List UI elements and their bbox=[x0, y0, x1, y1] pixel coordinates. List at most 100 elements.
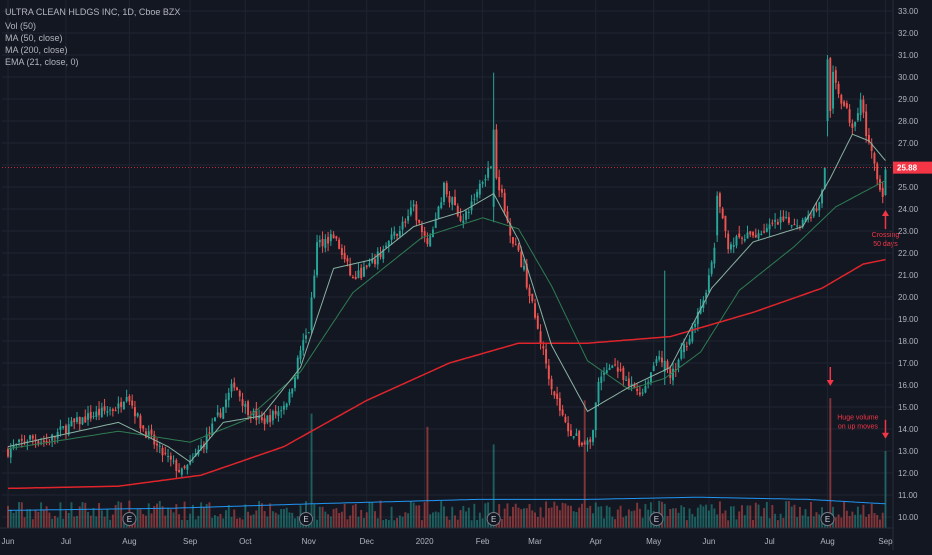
volume-bar bbox=[183, 501, 186, 528]
candle-body bbox=[147, 431, 150, 437]
volume-bar bbox=[459, 510, 462, 528]
volume-bar bbox=[589, 505, 592, 528]
candle-body bbox=[244, 404, 247, 407]
candle-body bbox=[423, 231, 426, 236]
candle-body bbox=[713, 247, 716, 264]
x-tick-label: Jun bbox=[702, 537, 715, 546]
candle-body bbox=[412, 204, 415, 207]
legend-volume[interactable]: Vol (50) bbox=[5, 21, 37, 31]
candle-body bbox=[247, 401, 250, 415]
x-tick-label: Jun bbox=[2, 537, 15, 546]
last-price-badge bbox=[893, 161, 932, 174]
y-tick-label: 17.00 bbox=[898, 359, 919, 368]
volume-bar bbox=[878, 519, 881, 528]
volume-bar bbox=[238, 517, 241, 528]
volume-bar bbox=[680, 505, 683, 528]
candle-body bbox=[346, 258, 349, 262]
earnings-marker[interactable]: E bbox=[299, 512, 314, 526]
volume-bar bbox=[558, 510, 561, 528]
candle-body bbox=[630, 383, 633, 387]
candle-body bbox=[752, 232, 754, 236]
volume-bar bbox=[735, 519, 738, 528]
volume-bar bbox=[580, 503, 583, 528]
ma200-line bbox=[7, 258, 886, 490]
candle-body bbox=[542, 346, 545, 349]
y-tick-label: 11.00 bbox=[898, 491, 918, 500]
volume-bar bbox=[332, 509, 335, 528]
volume-bar bbox=[683, 507, 686, 528]
legend-ma50[interactable]: MA (50, close) bbox=[5, 33, 63, 43]
candle-body bbox=[603, 372, 605, 375]
volume-bar bbox=[713, 508, 716, 528]
candle-body bbox=[302, 340, 305, 351]
candle-body bbox=[605, 370, 608, 374]
candle-body bbox=[387, 241, 390, 247]
candle-body bbox=[169, 455, 172, 460]
volume-bar bbox=[335, 508, 338, 528]
earnings-marker[interactable]: E bbox=[820, 512, 835, 526]
candle-body bbox=[128, 396, 131, 402]
volume-bar bbox=[749, 505, 752, 528]
candle-body bbox=[652, 365, 655, 371]
candle-body bbox=[117, 403, 120, 409]
candle-body bbox=[440, 202, 443, 208]
volume-bar bbox=[856, 506, 859, 528]
volume-bar bbox=[443, 506, 445, 528]
legend-ma200[interactable]: MA (200, close) bbox=[5, 45, 68, 55]
candle-body bbox=[145, 431, 147, 438]
volume-bar bbox=[387, 519, 390, 528]
volume-bar bbox=[603, 518, 605, 528]
volume-bar bbox=[647, 509, 650, 528]
volume-bar bbox=[840, 517, 843, 528]
volume-bar bbox=[412, 502, 415, 528]
volume-bar bbox=[294, 518, 296, 528]
y-tick-label: 30.00 bbox=[898, 73, 919, 82]
candle-body bbox=[779, 216, 782, 223]
candle-body bbox=[525, 263, 528, 288]
candle-body bbox=[260, 416, 263, 421]
candle-body bbox=[277, 411, 280, 416]
volume-bar bbox=[633, 510, 636, 528]
candle-body bbox=[31, 435, 34, 439]
candle-body bbox=[867, 135, 870, 143]
volume-bar bbox=[481, 518, 484, 528]
volume-bar bbox=[340, 511, 343, 528]
volume-bar bbox=[754, 502, 757, 528]
candle-body bbox=[390, 234, 393, 240]
volume-bar bbox=[296, 516, 299, 528]
volume-bar bbox=[594, 502, 597, 528]
candle-body bbox=[545, 349, 548, 364]
legend-ema21[interactable]: EMA (21, close, 0) bbox=[5, 57, 79, 67]
x-tick-label: Aug bbox=[820, 537, 834, 546]
annotation-arrowhead bbox=[826, 380, 834, 386]
volume-bar bbox=[774, 513, 777, 528]
earnings-marker-circle bbox=[486, 512, 501, 526]
candle-body bbox=[600, 376, 603, 383]
volume-bar bbox=[707, 510, 710, 528]
x-tick-label: Nov bbox=[302, 537, 316, 546]
candle-body bbox=[379, 253, 382, 257]
candle-body bbox=[834, 70, 837, 83]
earnings-marker[interactable]: E bbox=[486, 512, 501, 526]
earnings-marker-circle bbox=[820, 512, 835, 526]
volume-bar bbox=[18, 502, 21, 528]
candle-body bbox=[360, 267, 363, 278]
candle-body bbox=[418, 219, 421, 223]
annotation-text: 50 days bbox=[873, 241, 898, 248]
earnings-marker[interactable]: E bbox=[649, 512, 664, 526]
volume-bar bbox=[396, 517, 399, 528]
earnings-marker-circle bbox=[122, 512, 137, 526]
volume-bar bbox=[746, 505, 749, 528]
volume-bar bbox=[316, 519, 319, 528]
volume-bar bbox=[225, 510, 227, 528]
volume-bar bbox=[569, 505, 572, 528]
volume-bar bbox=[111, 514, 114, 528]
candle-body bbox=[741, 237, 743, 239]
volume-bar bbox=[222, 518, 225, 528]
earnings-marker[interactable]: E bbox=[122, 512, 137, 526]
candle-body bbox=[316, 242, 319, 276]
candle-body bbox=[636, 388, 639, 391]
volume-bar bbox=[34, 510, 37, 528]
